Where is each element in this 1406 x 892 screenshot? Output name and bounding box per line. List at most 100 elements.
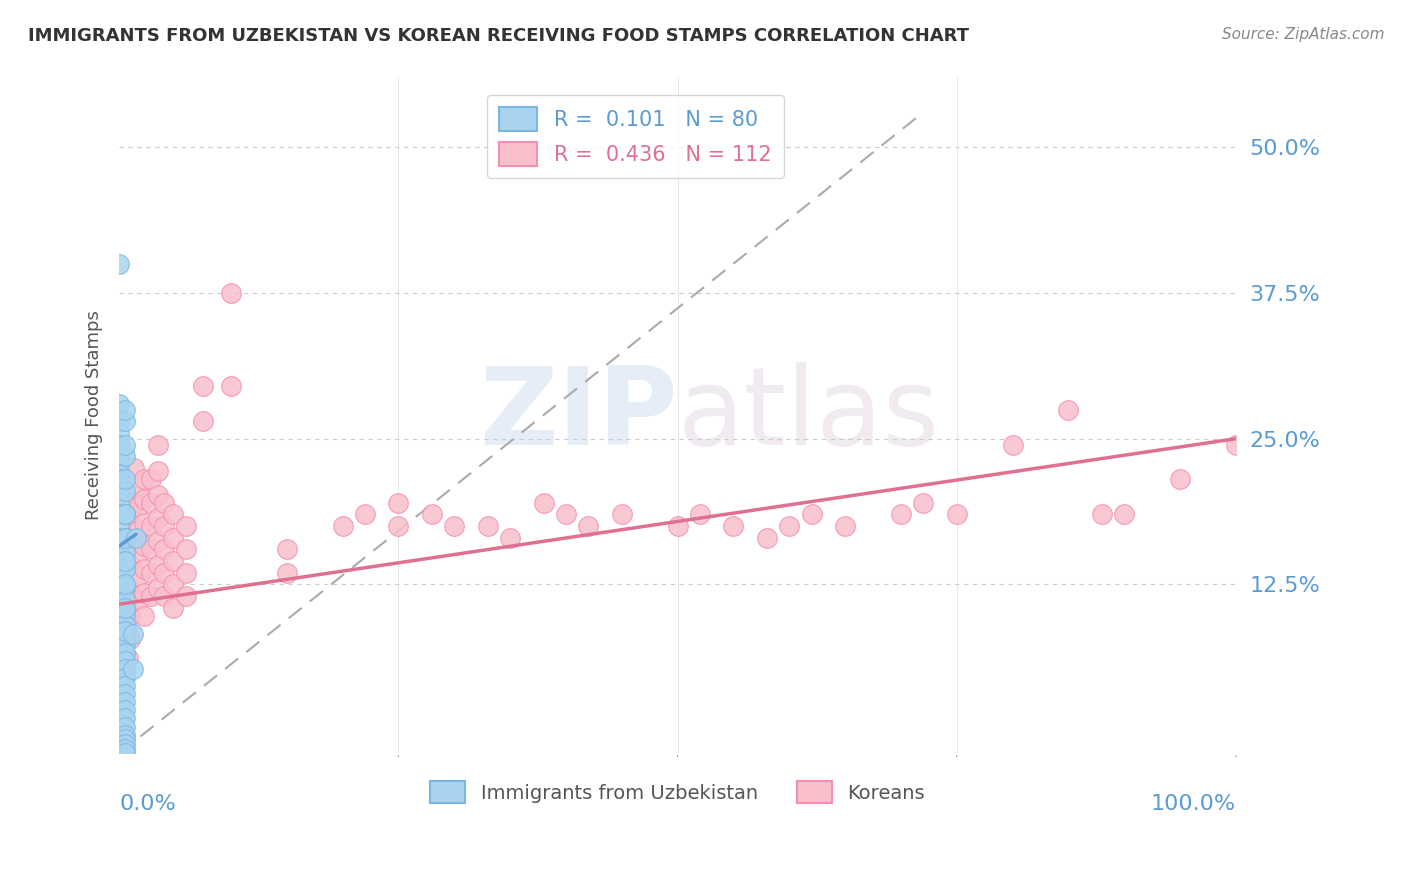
Point <box>114 615 136 630</box>
Point <box>610 508 633 522</box>
Point <box>219 379 242 393</box>
Point <box>114 597 136 611</box>
Point <box>108 676 131 690</box>
Point <box>120 558 142 572</box>
Point <box>148 437 170 451</box>
Point <box>108 560 131 574</box>
Point <box>108 699 131 714</box>
Point <box>108 607 131 621</box>
Point <box>114 747 136 761</box>
Point <box>114 720 136 734</box>
Point <box>114 618 136 632</box>
Point <box>689 508 711 522</box>
Y-axis label: Receiving Food Stamps: Receiving Food Stamps <box>86 310 103 520</box>
Point <box>108 725 131 739</box>
Point <box>148 511 170 525</box>
Point <box>174 542 197 557</box>
Point <box>128 592 150 607</box>
Point <box>132 539 155 553</box>
Point <box>554 508 576 522</box>
Point <box>800 508 823 522</box>
Point <box>108 635 131 649</box>
Point <box>128 569 150 583</box>
Point <box>114 531 136 545</box>
Point <box>108 595 131 609</box>
Point <box>108 676 131 690</box>
Point <box>443 519 465 533</box>
Point <box>114 703 136 717</box>
Point <box>114 577 136 591</box>
Point <box>162 531 184 545</box>
Point <box>108 682 131 697</box>
Point <box>114 531 136 545</box>
Point <box>148 534 170 549</box>
Point <box>148 581 170 595</box>
Point <box>128 500 150 514</box>
Point <box>117 604 139 618</box>
Point <box>114 654 136 668</box>
Point <box>114 508 136 522</box>
Point <box>108 484 131 499</box>
Text: Source: ZipAtlas.com: Source: ZipAtlas.com <box>1222 27 1385 42</box>
Point <box>108 542 131 557</box>
Point <box>114 732 136 747</box>
Point <box>132 473 155 487</box>
Point <box>139 473 162 487</box>
Point <box>139 496 162 510</box>
Point <box>114 546 136 560</box>
Point <box>108 653 131 667</box>
Point <box>945 508 967 522</box>
Point <box>108 550 131 565</box>
Point <box>114 650 136 665</box>
Point <box>117 531 139 545</box>
Point <box>114 687 136 701</box>
Point <box>108 720 131 734</box>
Point <box>477 519 499 533</box>
Point <box>162 577 184 591</box>
Point <box>1225 437 1247 451</box>
Point <box>153 589 176 603</box>
Point <box>114 473 136 487</box>
Point <box>153 496 176 510</box>
Point <box>174 519 197 533</box>
Point <box>174 589 197 603</box>
Point <box>114 531 136 545</box>
Point <box>114 711 136 725</box>
Point <box>1057 402 1080 417</box>
Point <box>117 627 139 641</box>
Point <box>191 379 214 393</box>
Point <box>108 688 131 702</box>
Point <box>139 519 162 533</box>
Point <box>108 641 131 656</box>
Point <box>108 732 131 747</box>
Point <box>108 519 131 533</box>
Point <box>108 473 131 487</box>
Point <box>122 460 145 475</box>
Point <box>108 531 131 545</box>
Point <box>139 566 162 580</box>
Point <box>387 496 409 510</box>
Point <box>114 638 136 652</box>
Point <box>117 496 139 510</box>
Point <box>890 508 912 522</box>
Point <box>108 671 131 685</box>
Point <box>114 662 136 676</box>
Point <box>108 572 131 586</box>
Point <box>114 562 136 576</box>
Point <box>114 402 136 417</box>
Point <box>132 492 155 507</box>
Point <box>219 286 242 301</box>
Text: ZIP: ZIP <box>479 362 678 468</box>
Text: IMMIGRANTS FROM UZBEKISTAN VS KOREAN RECEIVING FOOD STAMPS CORRELATION CHART: IMMIGRANTS FROM UZBEKISTAN VS KOREAN REC… <box>28 27 969 45</box>
Point <box>834 519 856 533</box>
Point <box>108 612 131 626</box>
Point <box>108 739 131 754</box>
Point <box>114 600 136 615</box>
Legend: Immigrants from Uzbekistan, Koreans: Immigrants from Uzbekistan, Koreans <box>422 773 932 811</box>
Point <box>108 508 131 522</box>
Point <box>108 585 131 599</box>
Point <box>153 542 176 557</box>
Point <box>114 671 136 685</box>
Point <box>108 624 131 638</box>
Point <box>276 542 298 557</box>
